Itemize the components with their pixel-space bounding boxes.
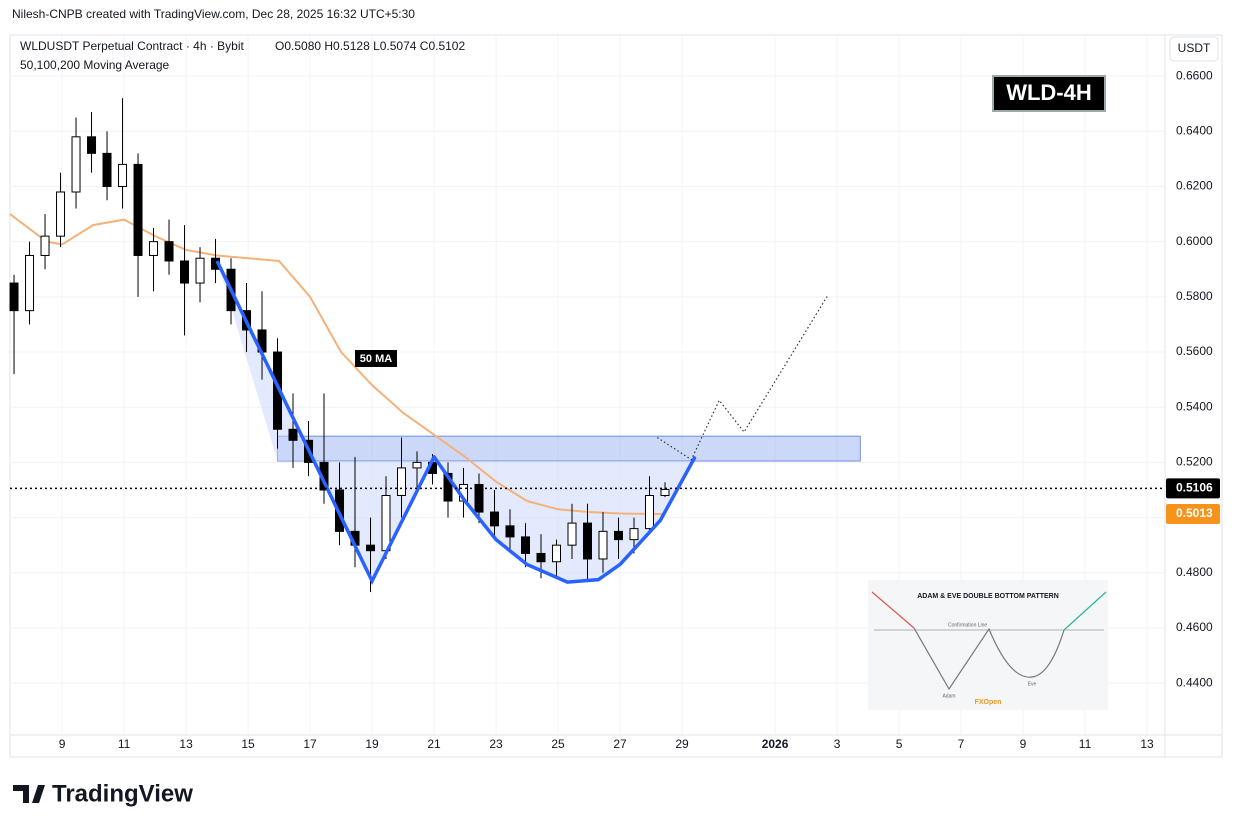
candle-body bbox=[598, 530, 608, 560]
x-tick-label: 15 bbox=[241, 737, 255, 751]
x-tick-label: 13 bbox=[1140, 737, 1154, 751]
y-tick-label: 0.5200 bbox=[1176, 455, 1213, 469]
x-tick-label: 13 bbox=[179, 737, 193, 751]
candle-body bbox=[412, 461, 422, 469]
candle-body bbox=[567, 522, 577, 546]
x-tick-label: 25 bbox=[551, 737, 565, 751]
pattern-drawing bbox=[215, 260, 436, 586]
inset-downtrend bbox=[871, 591, 915, 629]
candle-body bbox=[195, 257, 205, 284]
x-tick-label: 11 bbox=[118, 737, 131, 751]
y-tick-label: 0.4400 bbox=[1176, 675, 1213, 689]
candle-body bbox=[25, 254, 35, 312]
x-tick-label: 23 bbox=[489, 737, 503, 751]
tv-logo[interactable]: TradingView bbox=[13, 780, 193, 807]
candle-body bbox=[102, 152, 112, 187]
credit: Nilesh-CNPB created with TradingView.com… bbox=[12, 7, 415, 21]
inset: ADAM & EVE DOUBLE BOTTOM PATTERN Confirm… bbox=[868, 580, 1108, 710]
last-price-tag bbox=[1166, 478, 1220, 499]
resistance-zone bbox=[277, 435, 861, 462]
candle-body bbox=[536, 552, 546, 563]
y-tick-label: 0.6000 bbox=[1176, 234, 1213, 248]
grid bbox=[10, 35, 1165, 735]
ma-price-label: 0.5013 bbox=[1176, 506, 1213, 520]
x-tick-label: 17 bbox=[303, 737, 317, 751]
currency-box[interactable] bbox=[1169, 36, 1219, 62]
x-tick-label: 3 bbox=[834, 737, 841, 751]
x-tick-label: 7 bbox=[958, 737, 965, 751]
tv-logo-mark[interactable] bbox=[13, 785, 45, 803]
candle-body bbox=[629, 528, 639, 541]
x-tick-label: 19 bbox=[365, 737, 379, 751]
candle-body bbox=[149, 241, 159, 256]
candle-body bbox=[87, 136, 97, 154]
candle-body bbox=[443, 472, 453, 502]
candle-body bbox=[397, 467, 407, 497]
candle-body bbox=[613, 530, 623, 541]
candle-body bbox=[164, 241, 174, 262]
candle-body bbox=[660, 488, 670, 497]
ma-label-box bbox=[355, 350, 397, 367]
y-tick-label: 0.6600 bbox=[1176, 68, 1213, 82]
last-price-label: 0.5106 bbox=[1176, 481, 1213, 495]
inset-brand: FXOpen bbox=[975, 699, 1002, 706]
badge-box bbox=[992, 75, 1106, 112]
candle-body bbox=[644, 495, 654, 530]
x-tick-label: 9 bbox=[59, 737, 66, 751]
inset-title: ADAM & EVE DOUBLE BOTTOM PATTERN bbox=[917, 593, 1059, 600]
x-tick-label: 29 bbox=[675, 737, 689, 751]
candle-body bbox=[9, 282, 19, 312]
candle-body bbox=[118, 163, 128, 187]
x-tick-label: 11 bbox=[1079, 737, 1092, 751]
y-tick-label: 0.5600 bbox=[1176, 344, 1213, 358]
ma-label: 50 MA bbox=[360, 353, 392, 365]
inset-line-label: Confirmation Line bbox=[948, 622, 987, 628]
y-tick-label: 0.6200 bbox=[1176, 179, 1213, 193]
y-tick-label: 0.5800 bbox=[1176, 289, 1213, 303]
inset-adam: Adam bbox=[942, 693, 955, 699]
candle-body bbox=[505, 525, 515, 538]
chart-title: WLDUSDT Perpetual Contract · 4h · Bybit bbox=[20, 39, 245, 53]
candle-body bbox=[40, 235, 50, 256]
pattern-drawing bbox=[656, 295, 829, 461]
y-tick-label: 0.4600 bbox=[1176, 620, 1213, 634]
ma-price-tag bbox=[1166, 503, 1220, 524]
x-tick-label: 21 bbox=[427, 737, 441, 751]
y-tick-label: 0.4800 bbox=[1176, 565, 1213, 579]
ma-line bbox=[9, 213, 665, 515]
inset-uptrend bbox=[1063, 591, 1107, 631]
currency[interactable]: USDT bbox=[1178, 41, 1211, 55]
candle-body bbox=[583, 522, 592, 560]
pattern-drawing bbox=[432, 455, 697, 584]
x-tick-label: 5 bbox=[896, 737, 903, 751]
candle-body bbox=[56, 191, 66, 237]
candle-body bbox=[366, 544, 376, 552]
ohlc: O0.5080 H0.5128 L0.5074 C0.5102 bbox=[275, 39, 465, 53]
x-tick-label: 2026 bbox=[762, 737, 789, 751]
candle-body bbox=[474, 483, 484, 513]
inset-eve: Eve bbox=[1028, 681, 1037, 687]
y-tick-label: 0.5400 bbox=[1176, 399, 1213, 413]
candle-body bbox=[133, 163, 143, 256]
candle-body bbox=[490, 511, 500, 527]
inset-pattern bbox=[913, 627, 1065, 691]
candle-body bbox=[71, 136, 81, 193]
badge: WLD-4H bbox=[1006, 80, 1092, 105]
tv-logo-text[interactable]: TradingView bbox=[52, 780, 193, 807]
y-tick-label: 0.6400 bbox=[1176, 123, 1213, 137]
x-tick-label: 9 bbox=[1020, 737, 1027, 751]
frame bbox=[9, 34, 1223, 758]
candle-body bbox=[552, 544, 562, 563]
candle-body bbox=[381, 495, 391, 552]
candle-body bbox=[288, 428, 298, 441]
subtitle: 50,100,200 Moving Average bbox=[20, 58, 170, 72]
x-tick-label: 27 bbox=[613, 737, 627, 751]
inset-bg bbox=[868, 580, 1108, 710]
candle-body bbox=[180, 260, 190, 284]
plot bbox=[9, 98, 1165, 593]
candle-body bbox=[521, 536, 531, 554]
